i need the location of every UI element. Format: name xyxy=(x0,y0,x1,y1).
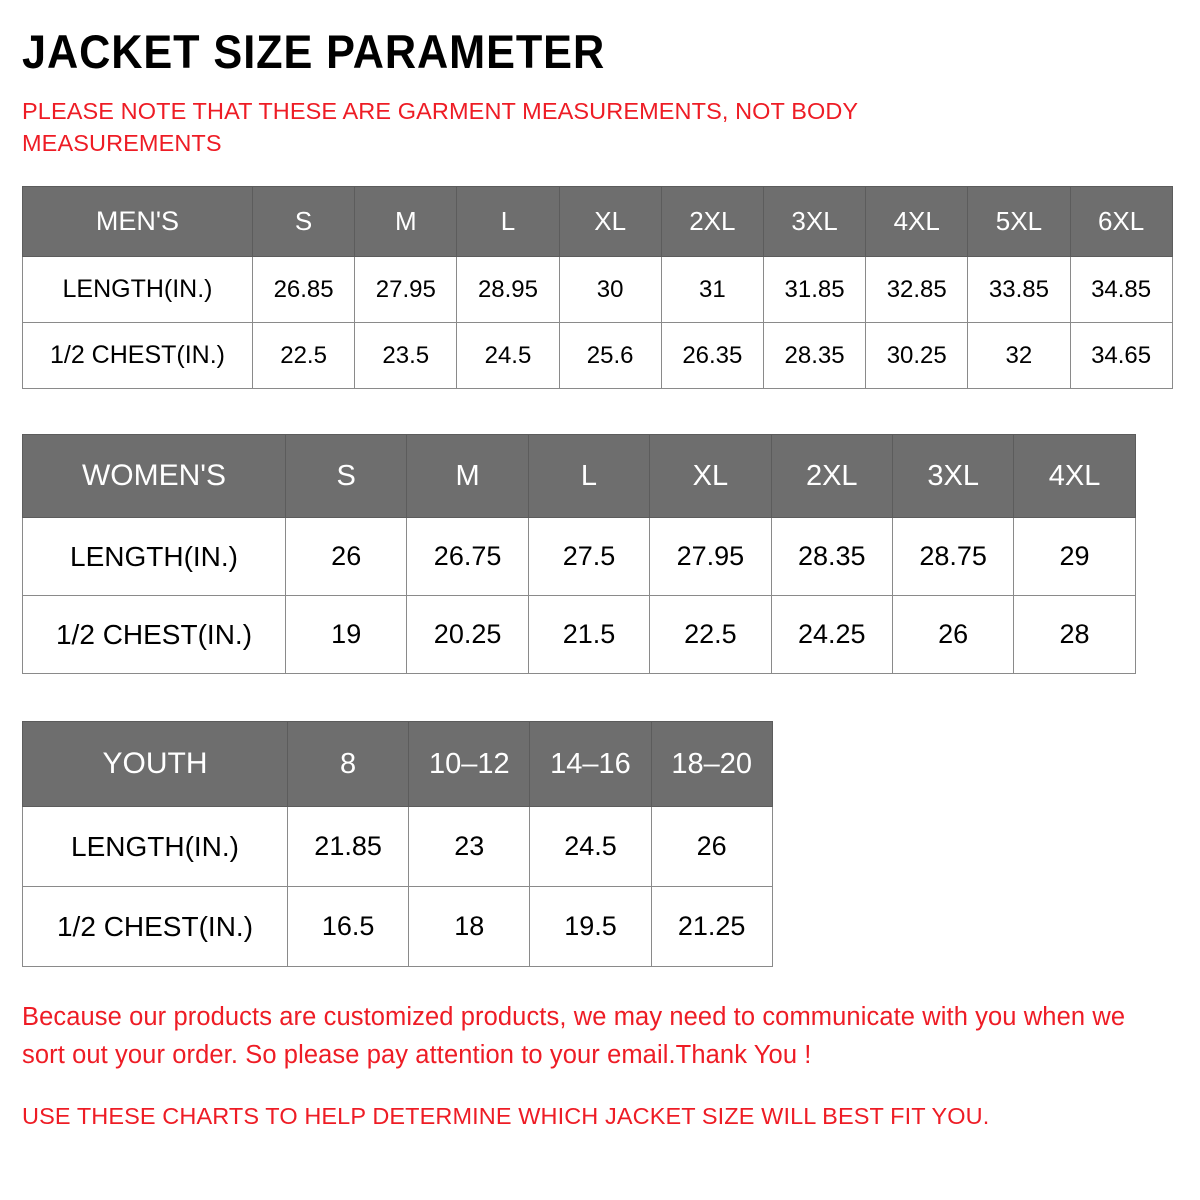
size-column-header: 4XL xyxy=(865,186,969,258)
measurement-cell: 27.95 xyxy=(354,256,458,324)
measurement-cell: 26.75 xyxy=(406,517,529,597)
size-column-header: S xyxy=(251,186,356,258)
measurement-cell: 27.95 xyxy=(649,517,772,597)
measurement-row-label: 1/2 CHEST(IN.) xyxy=(22,322,253,390)
measurement-cell: 30 xyxy=(558,256,662,324)
measurement-cell: 28.75 xyxy=(891,517,1015,597)
size-column-header: 2XL xyxy=(770,434,893,519)
table-header-row: WOMEN'S S M L XL 2XL 3XL 4XL xyxy=(22,434,1136,519)
womens-size-table: WOMEN'S S M L XL 2XL 3XL 4XL LENGTH(IN.) 26 26.75 2… xyxy=(22,434,1136,675)
size-column-header: 4XL xyxy=(1013,434,1136,519)
measurement-cell: 21.85 xyxy=(286,806,410,888)
size-column-header: 18–20 xyxy=(650,721,773,808)
measurement-cell: 29 xyxy=(1013,517,1136,597)
measurement-cell: 26 xyxy=(284,517,408,597)
measurement-row-label: 1/2 CHEST(IN.) xyxy=(22,595,286,675)
chart-usage-note: USE THESE CHARTS TO HELP DETERMINE WHICH… xyxy=(22,1102,990,1129)
mens-size-table: MEN'S S M L XL 2XL 3XL 4XL 5XL 6XL LENGTH(IN.) 26.8… xyxy=(22,186,1173,390)
size-column-header: XL xyxy=(649,434,772,519)
measurement-row-label: 1/2 CHEST(IN.) xyxy=(22,886,288,968)
measurement-cell: 26 xyxy=(650,806,773,888)
mens-table-title: MEN'S xyxy=(22,186,253,258)
youth-table-title: YOUTH xyxy=(22,721,288,808)
size-column-header: 3XL xyxy=(891,434,1015,519)
measurement-cell: 26.35 xyxy=(660,322,764,390)
size-column-header: 5XL xyxy=(967,186,1071,258)
measurement-cell: 22.5 xyxy=(649,595,772,675)
measurement-cell: 31 xyxy=(660,256,764,324)
size-column-header: S xyxy=(284,434,408,519)
measurement-cell: 24.25 xyxy=(770,595,893,675)
measurement-cell: 34.65 xyxy=(1069,322,1173,390)
measurement-cell: 26.85 xyxy=(251,256,356,324)
table-row: 1/2 CHEST(IN.) 19 20.25 21.5 22.5 24.25 26 28 xyxy=(22,595,1136,675)
measurement-cell: 18 xyxy=(408,886,531,968)
table-header-row: YOUTH 8 10–12 14–16 18–20 xyxy=(22,721,773,808)
size-column-header: M xyxy=(354,186,458,258)
size-column-header: M xyxy=(406,434,529,519)
measurement-cell: 34.85 xyxy=(1069,256,1173,324)
measurement-cell: 28.35 xyxy=(770,517,893,597)
size-column-header: 6XL xyxy=(1069,186,1173,258)
measurement-cell: 26 xyxy=(891,595,1015,675)
size-column-header: XL xyxy=(558,186,662,258)
measurement-cell: 28 xyxy=(1013,595,1136,675)
measurement-cell: 33.85 xyxy=(967,256,1071,324)
customization-note: Because our products are customized prod… xyxy=(22,1003,1126,1070)
measurement-cell: 30.25 xyxy=(865,322,969,390)
measurement-cell: 21.5 xyxy=(527,595,651,675)
table-row: LENGTH(IN.) 21.85 23 24.5 26 xyxy=(22,806,773,888)
measurement-cell: 24.5 xyxy=(529,806,652,888)
size-column-header: L xyxy=(527,434,651,519)
measurement-cell: 19.5 xyxy=(529,886,652,968)
womens-table-title: WOMEN'S xyxy=(22,434,286,519)
size-column-header: 3XL xyxy=(762,186,867,258)
measurement-cell: 25.6 xyxy=(558,322,662,390)
measurement-row-label: LENGTH(IN.) xyxy=(22,256,253,324)
table-row: 1/2 CHEST(IN.) 22.5 23.5 24.5 25.6 26.35 28.35… xyxy=(22,322,1173,390)
measurement-cell: 32.85 xyxy=(865,256,969,324)
measurement-row-label: LENGTH(IN.) xyxy=(22,806,288,888)
measurement-row-label: LENGTH(IN.) xyxy=(22,517,286,597)
measurement-cell: 28.95 xyxy=(456,256,560,324)
measurement-cell: 21.25 xyxy=(650,886,773,968)
size-column-header: 8 xyxy=(286,721,410,808)
table-row: LENGTH(IN.) 26 26.75 27.5 27.95 28.35 28.75 29 xyxy=(22,517,1136,597)
size-column-header: 14–16 xyxy=(529,721,652,808)
garment-measurement-note: PLEASE NOTE THAT THESE ARE GARMENT MEASU… xyxy=(22,98,858,156)
measurement-cell: 22.5 xyxy=(251,322,356,390)
measurement-cell: 20.25 xyxy=(406,595,529,675)
measurement-cell: 32 xyxy=(967,322,1071,390)
measurement-cell: 23.5 xyxy=(354,322,458,390)
measurement-cell: 28.35 xyxy=(762,322,867,390)
table-header-row: MEN'S S M L XL 2XL 3XL 4XL 5XL 6XL xyxy=(22,186,1173,258)
measurement-cell: 31.85 xyxy=(762,256,867,324)
measurement-cell: 27.5 xyxy=(527,517,651,597)
measurement-cell: 19 xyxy=(284,595,408,675)
size-column-header: L xyxy=(456,186,560,258)
measurement-cell: 16.5 xyxy=(286,886,410,968)
measurement-cell: 24.5 xyxy=(456,322,560,390)
measurement-cell: 23 xyxy=(408,806,531,888)
page-title: JACKET SIZE PARAMETER xyxy=(22,25,606,78)
table-row: 1/2 CHEST(IN.) 16.5 18 19.5 21.25 xyxy=(22,886,773,968)
size-column-header: 10–12 xyxy=(408,721,531,808)
youth-size-table: YOUTH 8 10–12 14–16 18–20 LENGTH(IN.) 21.85 23 2… xyxy=(22,721,773,968)
size-column-header: 2XL xyxy=(660,186,764,258)
table-row: LENGTH(IN.) 26.85 27.95 28.95 30 31 31.85 32.85… xyxy=(22,256,1173,324)
